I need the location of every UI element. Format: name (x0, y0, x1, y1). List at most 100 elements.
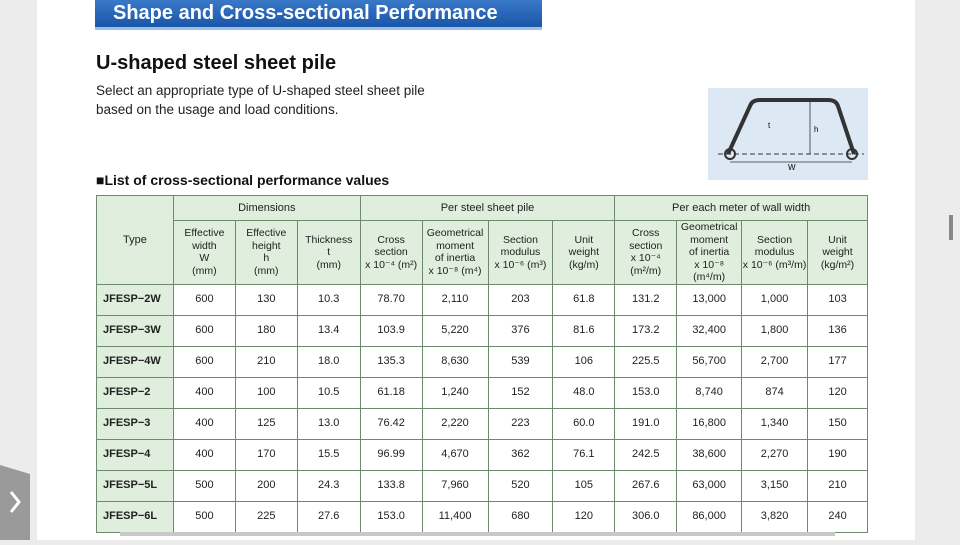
header-line: x 10⁻⁴ (m²/m) (630, 252, 662, 277)
header-line: weight (822, 246, 853, 258)
header-line: Section (757, 233, 793, 246)
data-cell: 520 (487, 469, 554, 502)
data-cell: 15.5 (296, 438, 361, 471)
header-cell: Section modulus x 10⁻⁶ (m³/m) (741, 220, 809, 285)
side-tab[interactable] (0, 465, 30, 540)
data-cell: 78.70 (359, 283, 423, 316)
group-header: Per each meter of wall width (614, 195, 868, 221)
header-line: width (192, 239, 217, 252)
header-line: moment (690, 233, 729, 246)
data-cell: 63,000 (676, 469, 743, 502)
data-cell: 3,150 (741, 469, 809, 502)
data-cell: 136 (807, 314, 868, 347)
header-line: Cross (377, 233, 405, 246)
bottom-rule (120, 532, 835, 536)
header-line: x 10⁻⁴ (m²) (365, 258, 418, 271)
title: U-shaped steel sheet pile (96, 52, 337, 74)
data-row: JFESP−6L 500 225 27.6 153.0 11,400 680 120 306.0… (96, 500, 868, 533)
data-cell: 600 (172, 283, 236, 316)
header-line: (mm) (316, 258, 341, 271)
data-cell: 13.4 (296, 314, 361, 347)
data-cell: 76.42 (359, 407, 423, 440)
header-cell: Cross section x 10⁻⁴ (m²/m) (614, 220, 678, 285)
header-line: W (199, 252, 210, 265)
data-cell: 242.5 (614, 438, 678, 471)
figure-label: t (768, 121, 771, 130)
data-cell: 680 (487, 500, 554, 533)
data-row: JFESP−4 400 170 15.5 96.99 4,670 362 76.1 242.5 3… (96, 438, 868, 471)
type-cell: JFESP−6L (96, 500, 174, 533)
group-header: Per steel sheet pile (359, 195, 616, 221)
data-cell: 1,240 (421, 376, 489, 409)
data-cell: 191.0 (614, 407, 678, 440)
header-line: Effective (184, 227, 225, 240)
type-cell: JFESP−2W (96, 283, 174, 316)
data-cell: 38,600 (676, 438, 743, 471)
type-cell: JFESP−5L (96, 469, 174, 502)
data-cell: 2,110 (421, 283, 489, 316)
data-cell: 13,000 (676, 283, 743, 316)
header-cell: Section modulus x 10⁻⁶ (m³) (487, 220, 554, 285)
data-cell: 177 (807, 345, 868, 378)
data-cell: 210 (234, 345, 298, 378)
data-cell: 400 (172, 438, 236, 471)
data-cell: 125 (234, 407, 298, 440)
data-cell: 81.6 (552, 314, 616, 347)
data-cell: 200 (234, 469, 298, 502)
data-cell: 105 (552, 469, 616, 502)
type-cell: JFESP−3 (96, 407, 174, 440)
data-cell: 225.5 (614, 345, 678, 378)
data-cell: 153.0 (614, 376, 678, 409)
type-cell: JFESP−4 (96, 438, 174, 471)
header-cell: Thickness t (mm) (296, 220, 361, 285)
data-cell: 11,400 (421, 500, 489, 533)
header-cell: Geometrical moment of inertia x 10⁻⁸ (m⁴) (421, 220, 489, 285)
data-row: JFESP−4W 600 210 18.0 135.3 8,630 539 106 225.5 5… (96, 345, 868, 378)
banner: Shape and Cross-sectional Performance (95, 0, 542, 30)
data-cell: 8,630 (421, 345, 489, 378)
data-cell: 7,960 (421, 469, 489, 502)
scrollbar (949, 215, 953, 240)
header-line: Section (502, 233, 538, 246)
data-cell: 16,800 (676, 407, 743, 440)
header-cell: Cross section x 10⁻⁴ (m²) (359, 220, 423, 285)
header-line: Geometrical (680, 221, 738, 233)
data-cell: 153.0 (359, 500, 423, 533)
header-line: height (251, 239, 281, 252)
data-cell: 267.6 (614, 469, 678, 502)
data-cell: 103.9 (359, 314, 423, 347)
data-cell: 5,220 (421, 314, 489, 347)
data-cell: 3,820 (741, 500, 809, 533)
data-cell: 173.2 (614, 314, 678, 347)
header-line: x 10⁻⁸ (m⁴) (428, 264, 482, 277)
header-line: modulus (754, 246, 795, 258)
header-line: (kg/m) (568, 258, 599, 271)
data-cell: 400 (172, 407, 236, 440)
data-cell: 4,670 (421, 438, 489, 471)
type-cell: JFESP−2 (96, 376, 174, 409)
data-cell: 13.0 (296, 407, 361, 440)
data-cell: 76.1 (552, 438, 616, 471)
header-line: of inertia (434, 252, 476, 265)
data-cell: 86,000 (676, 500, 743, 533)
description: based on the usage and load conditions. (96, 102, 339, 117)
header-line: h (263, 252, 270, 265)
data-cell: 60.0 (552, 407, 616, 440)
header-line: (mm) (192, 264, 217, 277)
header-line: Unit (574, 233, 594, 246)
data-cell: 32,400 (676, 314, 743, 347)
data-row: JFESP−3 400 125 13.0 76.42 2,220 223 60.0 191.0 1… (96, 407, 868, 440)
data-cell: 61.8 (552, 283, 616, 316)
data-cell: 131.2 (614, 283, 678, 316)
data-cell: 203 (487, 283, 554, 316)
header-line: t (327, 246, 331, 258)
data-cell: 106 (552, 345, 616, 378)
data-row: JFESP−2 400 100 10.5 61.18 1,240 152 48.0 153.0 8… (96, 376, 868, 409)
header-line: section (629, 239, 663, 252)
header-cell: Effective height h (mm) (234, 220, 298, 285)
data-row: JFESP−3W 600 180 13.4 103.9 5,220 376 81.6 173.2… (96, 314, 868, 347)
data-cell: 539 (487, 345, 554, 378)
data-cell: 500 (172, 469, 236, 502)
data-cell: 100 (234, 376, 298, 409)
data-cell: 1,340 (741, 407, 809, 440)
